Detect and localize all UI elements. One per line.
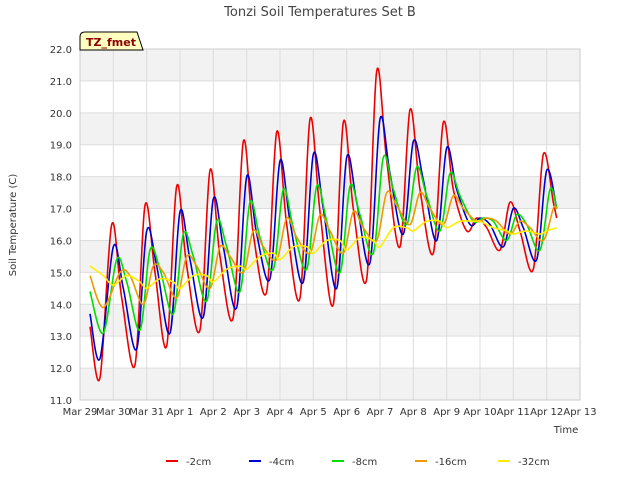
plot-band: [80, 368, 580, 400]
badge-label: TZ_fmet: [86, 36, 136, 49]
x-tick-label: Apr 8: [400, 407, 427, 418]
y-tick-label: 19.0: [50, 141, 72, 152]
x-tick-label: Apr 4: [267, 407, 294, 418]
y-tick-label: 20.0: [50, 109, 72, 120]
legend-label: -2cm: [186, 457, 211, 468]
y-tick-label: 22.0: [50, 45, 72, 56]
legend: -2cm -4cm -8cm -16cm -32cm: [166, 457, 550, 468]
y-tick-label: 17.0: [50, 205, 72, 216]
y-tick-labels: 11.0 12.0 13.0 14.0 15.0 16.0 17.0 18.0 19.0 20.0…: [50, 45, 72, 407]
x-tick-label: Apr 3: [233, 407, 260, 418]
x-tick-label: Apr 12: [530, 407, 563, 418]
legend-label: -8cm: [352, 457, 377, 468]
y-tick-label: 14.0: [50, 300, 72, 311]
series-line-minus-8cm: [89, 154, 558, 334]
chart-title: Tonzi Soil Temperatures Set B: [223, 5, 416, 20]
legend-label: -16cm: [435, 457, 467, 468]
series-line-minus-32cm: [89, 219, 557, 290]
x-tick-label: Apr 6: [333, 407, 360, 418]
y-tick-label: 16.0: [50, 236, 72, 247]
y-tick-label: 11.0: [50, 396, 72, 407]
series-line-minus-4cm: [89, 115, 558, 361]
y-tick-label: 21.0: [50, 77, 72, 88]
x-tick-label: Mar 29: [63, 407, 98, 418]
x-tick-label: Apr 5: [300, 407, 327, 418]
plot-band: [80, 176, 580, 209]
legend-label: -4cm: [269, 457, 294, 468]
x-tick-label: Mar 31: [129, 407, 164, 418]
plot-band: [80, 112, 580, 145]
badge-box: [79, 31, 144, 51]
series-line-minus-16cm: [89, 190, 558, 309]
plot-bands: [80, 49, 580, 400]
series-line-minus-2cm: [89, 67, 558, 382]
x-tick-label: Mar 30: [96, 407, 131, 418]
plot-band: [80, 304, 580, 337]
station-badge: TZ_fmet: [79, 31, 144, 51]
y-axis-label: Soil Temperature (C): [8, 174, 19, 277]
x-tick-label: Apr 2: [200, 407, 227, 418]
x-tick-label: Apr 1: [167, 407, 194, 418]
legend-label: -32cm: [518, 457, 550, 468]
y-tick-label: 13.0: [50, 332, 72, 343]
x-tick-label: Apr 9: [433, 407, 460, 418]
plot-frame: [79, 48, 581, 401]
x-tick-label: Apr 7: [367, 407, 394, 418]
y-tick-label: 15.0: [50, 268, 72, 279]
x-tick-label: Apr 13: [563, 407, 596, 418]
y-tick-label: 18.0: [50, 173, 72, 184]
x-tick-label: Apr 10: [463, 407, 496, 418]
plot-band: [80, 49, 580, 81]
y-tick-label: 12.0: [50, 364, 72, 375]
series-lines: [89, 67, 558, 382]
x-tick-label: Apr 11: [497, 407, 530, 418]
x-axis-label: Time: [553, 425, 578, 436]
